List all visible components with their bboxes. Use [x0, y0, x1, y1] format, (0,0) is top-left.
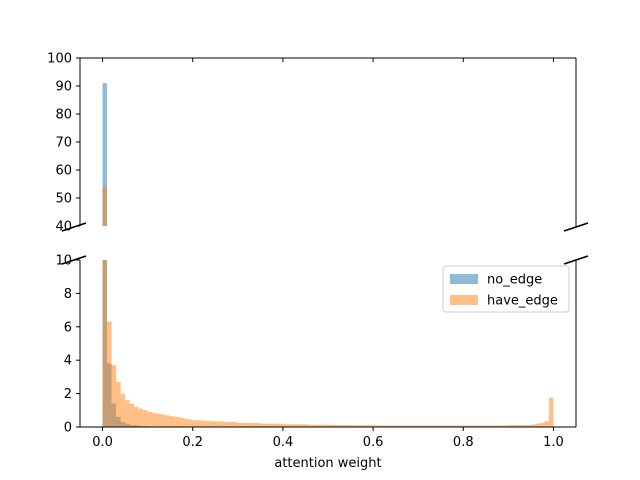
- bar-have_edge-lower: [260, 423, 283, 427]
- upper-y-tick-label: 80: [55, 108, 72, 123]
- bar-no_edge-upper: [102, 83, 108, 226]
- x-tick-label: 0.4: [273, 435, 294, 450]
- bar-have_edge-lower: [120, 393, 126, 427]
- bar-have_edge-lower: [328, 424, 351, 427]
- bar-have_edge-lower: [530, 424, 536, 427]
- bar-have_edge-lower: [134, 406, 139, 427]
- legend-label-have_edge: have_edge: [487, 294, 558, 309]
- bar-have_edge-lower: [102, 260, 108, 427]
- bar-have_edge-lower: [539, 422, 545, 427]
- bar-have_edge-lower: [161, 414, 166, 427]
- x-tick-label: 0.2: [182, 435, 203, 450]
- bar-have_edge-lower: [143, 410, 148, 427]
- x-tick-label: 0.0: [92, 435, 113, 450]
- lower-y-tick-label: 4: [64, 354, 72, 369]
- x-tick-label: 0.6: [363, 435, 384, 450]
- break-mark-upper-right: [563, 222, 589, 232]
- legend-swatch-no_edge: [450, 274, 478, 284]
- bar-have_edge-lower: [201, 420, 211, 427]
- bar-have_edge-lower: [138, 408, 144, 427]
- bar-have_edge-lower: [548, 397, 554, 427]
- lower-y-tick-label: 6: [64, 320, 72, 335]
- bar-have_edge-lower: [237, 422, 261, 427]
- x-axis-label: attention weight: [274, 456, 381, 471]
- bar-have_edge-lower: [228, 421, 238, 427]
- legend-label-no_edge: no_edge: [487, 273, 542, 288]
- x-tick-label: 0.8: [453, 435, 474, 450]
- bar-have_edge-lower: [535, 423, 540, 427]
- x-tick-label: 1.0: [543, 435, 564, 450]
- bar-have_edge-upper: [102, 186, 108, 226]
- upper-y-tick-label: 90: [55, 80, 72, 95]
- bar-have_edge-lower: [544, 421, 549, 427]
- bar-have_edge-lower: [165, 415, 171, 427]
- bar-have_edge-lower: [305, 424, 328, 427]
- bar-have_edge-lower: [183, 418, 189, 427]
- bar-have_edge-lower: [147, 411, 153, 427]
- bar-have_edge-lower: [485, 425, 509, 427]
- upper-panel: 40 50 60 70 80 90 100: [47, 52, 577, 235]
- bar-have_edge-lower: [125, 400, 130, 427]
- lower-axes: 0 2 4 6 8 10 0.0 0.2 0.4 0.6 0.8 1.0: [55, 254, 577, 450]
- bar-have_edge-lower: [395, 425, 419, 427]
- bar-have_edge-lower: [152, 412, 157, 427]
- bar-have_edge-lower: [373, 425, 396, 427]
- bar-have_edge-lower: [188, 419, 193, 427]
- bar-have_edge-lower: [116, 381, 121, 427]
- lower-y-tick-label: 0: [64, 421, 72, 436]
- bar-have_edge-lower: [174, 416, 180, 427]
- bar-have_edge-lower: [156, 413, 162, 427]
- bar-have_edge-lower: [210, 421, 220, 427]
- upper-y-tick-label: 100: [47, 52, 72, 67]
- bar-have_edge-lower: [282, 424, 306, 427]
- upper-y-tick-label: 40: [55, 220, 72, 235]
- lower-y-tick-label: 8: [64, 287, 72, 302]
- bar-have_edge-lower: [508, 424, 531, 427]
- break-mark-lower-right: [563, 255, 589, 265]
- bar-have_edge-lower: [440, 425, 464, 427]
- upper-y-tick-label: 60: [55, 164, 72, 179]
- bar-have_edge-lower: [107, 321, 112, 427]
- upper-y-tick-label: 50: [55, 192, 72, 207]
- legend-swatch-have_edge: [450, 295, 478, 305]
- upper-bars: [102, 83, 108, 226]
- break-mark-lower-left: [61, 255, 87, 265]
- bar-have_edge-lower: [170, 416, 175, 427]
- upper-y-tick-label: 70: [55, 136, 72, 151]
- lower-panel: 0 2 4 6 8 10 0.0 0.2 0.4 0.6 0.8 1.0: [55, 254, 577, 450]
- upper-axes: 40 50 60 70 80 90 100: [47, 52, 577, 235]
- lower-y-tick-label: 2: [64, 387, 72, 402]
- bar-have_edge-lower: [418, 425, 441, 427]
- lower-y-tick-label: 10: [55, 254, 72, 269]
- bar-have_edge-lower: [111, 365, 117, 427]
- bar-have_edge-lower: [350, 425, 374, 427]
- lower-bars: [102, 260, 554, 427]
- bar-have_edge-lower: [129, 403, 135, 427]
- legend: no_edge have_edge: [442, 265, 570, 313]
- break-mark-upper-left: [61, 222, 87, 232]
- bar-have_edge-lower: [219, 421, 229, 427]
- bar-have_edge-lower: [179, 417, 184, 427]
- axis-break-marks: [61, 222, 589, 265]
- bar-have_edge-lower: [192, 420, 202, 427]
- bar-have_edge-lower: [463, 425, 486, 427]
